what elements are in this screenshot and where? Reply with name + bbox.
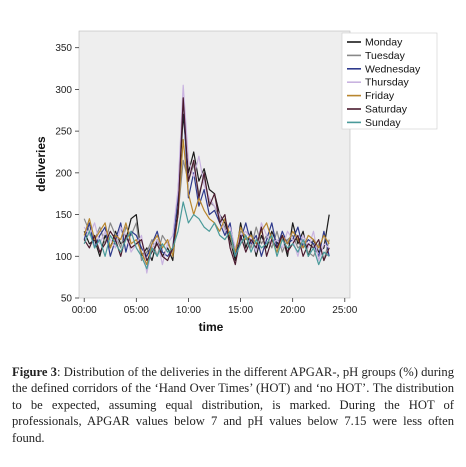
legend-label-tuesday: Tuesday xyxy=(365,50,406,62)
figure-caption: Figure 3: Distribution of the deliveries… xyxy=(12,364,454,446)
plot-area xyxy=(78,30,351,299)
legend-label-thursday: Thursday xyxy=(365,77,410,89)
legend-box xyxy=(341,32,438,130)
y-axis-title: deliveries xyxy=(34,136,48,192)
legend-label-wednesday: Wednesday xyxy=(365,63,421,75)
x-axis-title: time xyxy=(199,320,224,334)
caption-label: Figure 3 xyxy=(12,365,57,379)
axes-layer: 50 100 150 200 250 300 350 00:00 05:00 10:00 15:00… xyxy=(55,43,357,316)
line-chart: 50 100 150 200 250 300 350 00:00 05:00 10:00 15:00… xyxy=(34,30,438,334)
legend-label-monday: Monday xyxy=(365,37,403,49)
y-tick-label: 50 xyxy=(61,294,73,305)
legend-label-friday: Friday xyxy=(365,90,395,102)
x-tick-label: 00:00 xyxy=(72,305,97,316)
series-line-saturday xyxy=(83,97,330,266)
legend-label-saturday: Saturday xyxy=(365,104,408,116)
x-tick-label: 10:00 xyxy=(176,305,201,316)
series-line-sunday xyxy=(83,201,330,270)
y-tick-label: 100 xyxy=(55,252,72,263)
legend-label-sunday: Sunday xyxy=(365,117,401,129)
x-tick-label: 05:00 xyxy=(124,305,149,316)
x-tick-label: 25:00 xyxy=(332,305,357,316)
y-tick-label: 200 xyxy=(55,168,72,179)
series-layer xyxy=(83,84,330,274)
caption-text: : Distribution of the deliveries in the … xyxy=(12,365,455,445)
series-line-friday xyxy=(83,138,330,266)
y-tick-label: 150 xyxy=(55,210,72,221)
y-tick-label: 300 xyxy=(55,85,72,96)
y-tick-label: 250 xyxy=(55,127,72,138)
x-tick-label: 20:00 xyxy=(280,305,305,316)
x-tick-label: 15:00 xyxy=(228,305,253,316)
y-tick-label: 350 xyxy=(55,43,72,54)
